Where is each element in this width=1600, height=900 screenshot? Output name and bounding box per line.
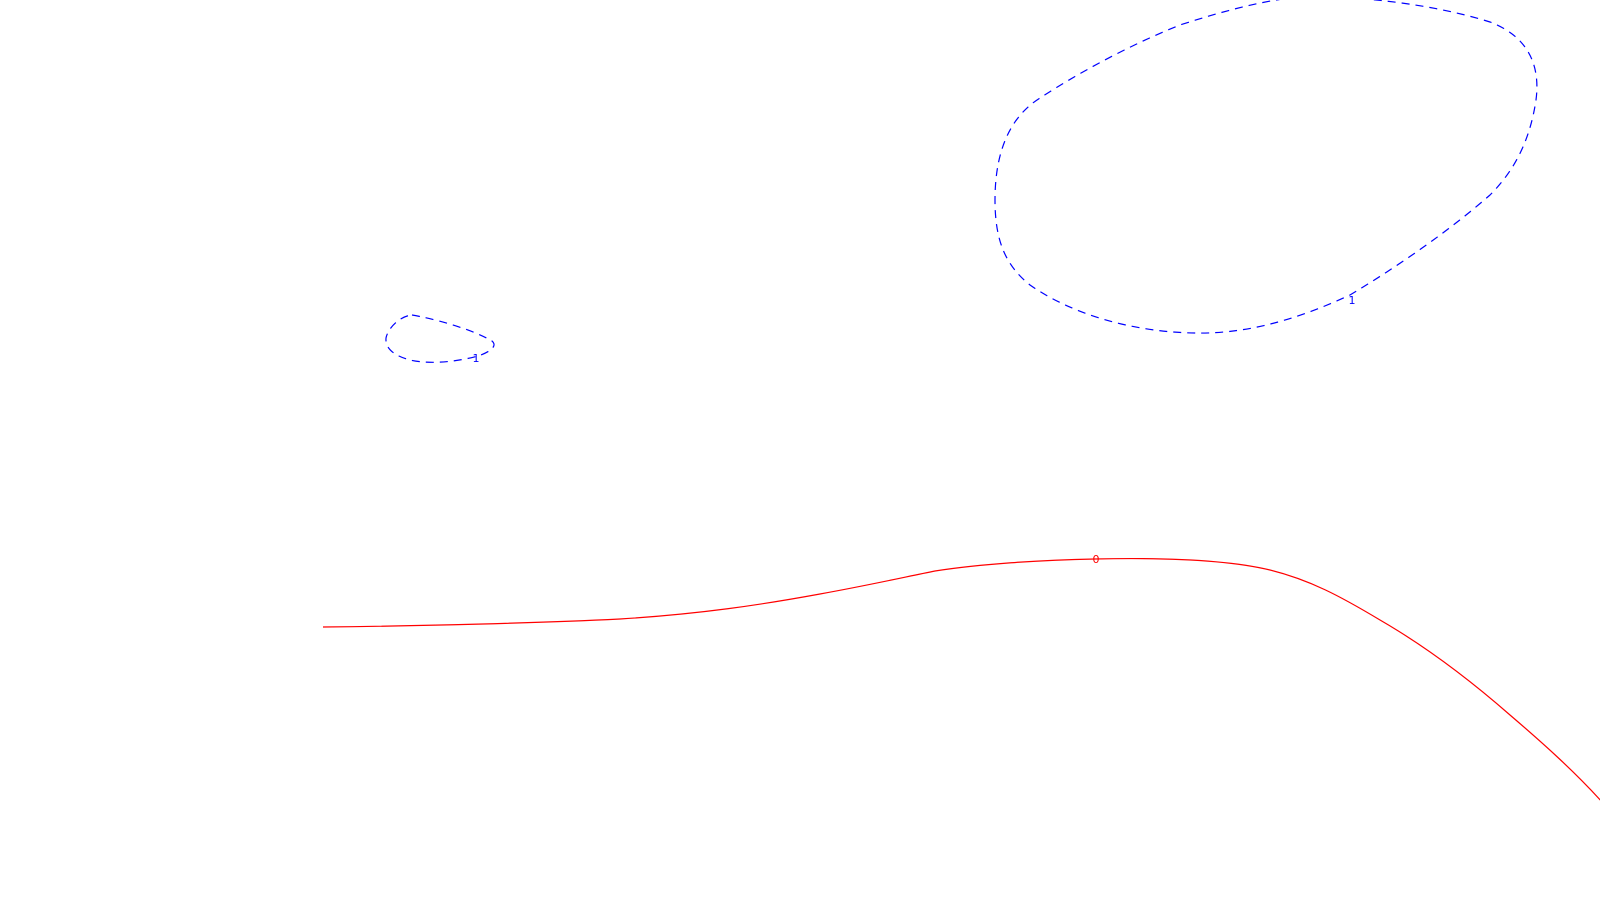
contour-label-level-1-large: 1 bbox=[1349, 294, 1356, 307]
contour-line-level-0 bbox=[322, 558, 1600, 801]
contour-line-level-1-large-loop bbox=[994, 0, 1538, 334]
contour-label-level-0: 0 bbox=[1093, 553, 1100, 566]
contour-line-level-1-small-loop bbox=[385, 314, 495, 363]
contour-label-level-1-small: 1 bbox=[473, 352, 480, 365]
